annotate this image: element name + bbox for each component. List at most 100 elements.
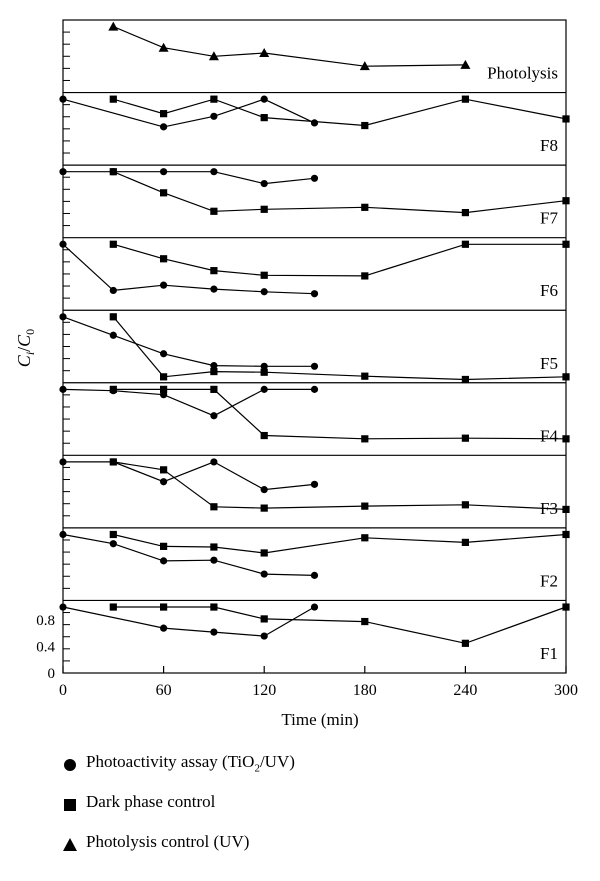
data-point-square	[361, 502, 369, 510]
series-line-dark	[113, 461, 567, 510]
data-point-circle	[59, 240, 67, 248]
series-line-photo	[62, 98, 315, 128]
data-point-circle	[260, 95, 268, 103]
data-point-circle	[310, 290, 319, 298]
data-point-square	[109, 385, 117, 393]
data-point-circle	[260, 632, 268, 640]
data-point-circle	[109, 331, 117, 339]
x-tick-label: 60	[156, 682, 172, 699]
data-point-circle	[160, 557, 168, 565]
y-tick-label: 0	[48, 666, 56, 682]
data-point-square	[160, 373, 168, 381]
data-point-square	[210, 503, 218, 511]
data-point-square	[461, 209, 469, 217]
data-point-square	[562, 435, 570, 443]
data-point-circle	[109, 286, 117, 295]
series-line-dark	[113, 98, 567, 127]
data-point-circle	[160, 624, 168, 632]
data-point-square	[260, 205, 268, 213]
data-point-triangle	[108, 21, 119, 31]
data-point-square	[160, 542, 168, 550]
data-point-square	[210, 543, 218, 551]
data-point-circle	[59, 458, 67, 466]
data-point-square	[109, 168, 117, 176]
data-point-circle	[59, 385, 67, 393]
legend: Photoactivity assay (TiO2/UV) Dark phase…	[62, 752, 582, 872]
panel-label: F2	[540, 571, 558, 590]
data-point-square	[109, 458, 117, 466]
data-point-square	[461, 375, 469, 384]
data-point-square	[109, 313, 117, 321]
y-tick-label: 0.4	[36, 640, 55, 656]
data-point-square	[361, 435, 369, 443]
data-point-square	[109, 530, 117, 539]
data-point-triangle	[158, 42, 169, 52]
data-point-square	[562, 373, 570, 381]
data-point-square	[461, 434, 469, 442]
data-point-square	[562, 197, 570, 205]
y-tick-label: 0.8	[36, 613, 55, 629]
series-line-dark	[112, 316, 567, 381]
data-point-circle	[260, 288, 268, 296]
data-point-circle	[260, 570, 268, 578]
data-point-circle	[59, 168, 67, 176]
series-line-dark	[113, 243, 566, 277]
data-point-circle	[210, 628, 218, 636]
data-point-square	[562, 115, 570, 123]
data-point-square	[109, 95, 117, 103]
data-point-square	[210, 385, 218, 393]
series-line-photo	[62, 243, 315, 295]
data-point-square	[160, 603, 168, 611]
series-line-dark	[113, 388, 567, 440]
series-line-photolysis	[113, 26, 466, 67]
data-point-circle	[260, 486, 268, 494]
data-point-circle	[210, 285, 218, 293]
panel-label: F1	[540, 644, 558, 663]
panel-label: F3	[540, 499, 558, 518]
x-tick-label: 120	[252, 682, 276, 699]
data-point-square	[210, 95, 218, 103]
x-tick-label: 0	[59, 682, 67, 699]
data-point-square	[160, 110, 168, 118]
data-point-circle	[310, 174, 319, 182]
data-point-circle	[260, 385, 268, 393]
series-line-photo	[63, 171, 315, 185]
panel-separators	[63, 91, 566, 602]
x-tick-label: 300	[554, 682, 578, 699]
data-point-circle	[59, 603, 67, 611]
data-point-square	[260, 431, 268, 440]
series-line-dark	[113, 171, 567, 214]
series-line-photo	[63, 461, 315, 491]
y-axis-label: Ci/C0	[14, 329, 37, 367]
data-point-square	[260, 615, 268, 623]
data-point-square	[562, 530, 570, 539]
series-line-photo	[62, 316, 315, 367]
data-point-square	[210, 207, 218, 215]
circle-marker-icon	[64, 759, 76, 771]
data-point-circle	[210, 556, 218, 564]
data-point-square	[361, 203, 369, 211]
data-point-circle	[160, 350, 168, 358]
data-point-square	[461, 538, 469, 546]
x-tick-label: 240	[453, 682, 477, 699]
data-point-square	[562, 240, 570, 248]
series-line-dark	[113, 533, 567, 554]
data-point-square	[461, 240, 469, 248]
legend-item-dark: Dark phase control	[62, 792, 582, 832]
x-tick-label: 180	[353, 682, 377, 699]
data-point-circle	[160, 478, 168, 486]
square-marker-icon	[64, 799, 76, 811]
data-point-square	[160, 255, 168, 263]
data-point-circle	[210, 458, 218, 466]
series-layer	[59, 21, 570, 647]
data-point-circle	[310, 603, 319, 611]
data-point-triangle	[259, 47, 270, 57]
series-line-photo	[62, 606, 315, 637]
data-point-circle	[160, 123, 168, 131]
data-point-circle	[310, 571, 319, 579]
legend-label-photo: Photoactivity assay (TiO2/UV)	[86, 752, 295, 775]
data-point-square	[361, 121, 369, 130]
data-point-square	[160, 189, 168, 197]
legend-item-photolysis: Photolysis control (UV)	[62, 832, 582, 872]
data-point-square	[160, 466, 168, 474]
